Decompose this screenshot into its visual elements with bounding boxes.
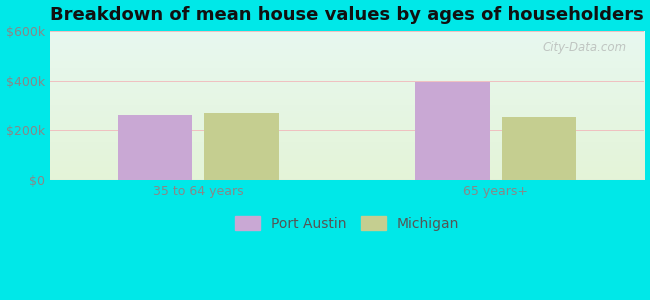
Bar — [118, 115, 192, 180]
Bar — [204, 113, 279, 180]
Bar — [502, 117, 576, 180]
Title: Breakdown of mean house values by ages of householders: Breakdown of mean house values by ages o… — [50, 6, 644, 24]
Legend: Port Austin, Michigan: Port Austin, Michigan — [229, 211, 465, 236]
Bar — [415, 82, 489, 180]
Text: City-Data.com: City-Data.com — [543, 41, 627, 54]
